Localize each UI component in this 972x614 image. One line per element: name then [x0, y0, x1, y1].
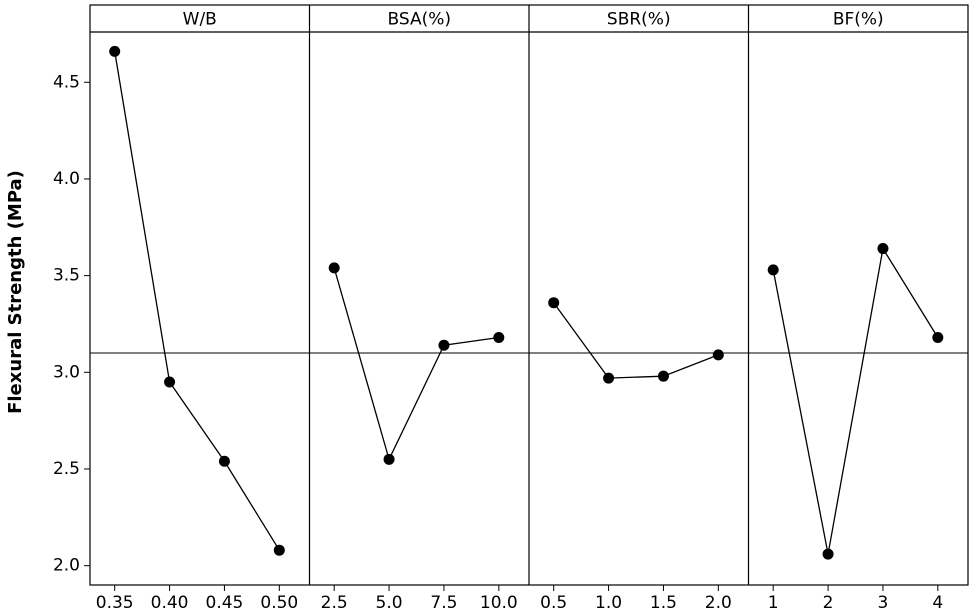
effect-line [553, 302, 719, 379]
effect-line [114, 51, 280, 551]
x-tick-label: 2 [823, 593, 834, 613]
data-point [164, 376, 176, 388]
x-tick-label: 0.5 [540, 593, 567, 613]
panel-title: BF(%) [833, 10, 884, 30]
data-point [273, 544, 285, 556]
data-point [328, 262, 340, 274]
panel-title: W/B [183, 10, 217, 30]
data-point [877, 243, 889, 255]
y-tick-label: 4.5 [53, 72, 80, 92]
x-tick-label: 1.5 [650, 593, 677, 613]
data-point [767, 264, 779, 276]
data-point [822, 548, 834, 560]
y-tick-label: 2.0 [53, 556, 80, 576]
x-tick-label: 0.40 [151, 593, 189, 613]
x-tick-label: 4 [932, 593, 943, 613]
data-point [109, 45, 121, 57]
effect-line [333, 267, 499, 462]
data-point [438, 339, 450, 351]
data-point [657, 370, 669, 382]
data-point [712, 349, 724, 361]
data-point [548, 297, 560, 309]
x-tick-label: 0.45 [206, 593, 244, 613]
x-tick-label: 0.35 [96, 593, 134, 613]
data-point [383, 453, 395, 465]
y-axis-label: Flexural Strength (MPa) [5, 170, 26, 414]
panel-title: BSA(%) [387, 10, 451, 30]
x-tick-label: 0.50 [260, 593, 298, 613]
data-point [932, 332, 944, 344]
x-tick-label: 2.5 [321, 593, 348, 613]
x-tick-label: 10.0 [480, 593, 518, 613]
y-tick-label: 3.0 [53, 362, 80, 382]
x-tick-label: 2.0 [705, 593, 732, 613]
data-point [493, 332, 505, 344]
y-tick-label: 2.5 [53, 459, 80, 479]
x-tick-label: 3 [878, 593, 889, 613]
y-tick-label: 4.0 [53, 169, 80, 189]
effect-line [772, 246, 939, 555]
data-point [603, 372, 615, 384]
data-point [218, 455, 230, 467]
x-tick-label: 1.0 [595, 593, 622, 613]
panel-title: SBR(%) [607, 10, 671, 30]
y-tick-label: 3.5 [53, 266, 80, 286]
x-tick-label: 1 [768, 593, 779, 613]
x-tick-label: 7.5 [430, 593, 457, 613]
x-tick-label: 5.0 [376, 593, 403, 613]
